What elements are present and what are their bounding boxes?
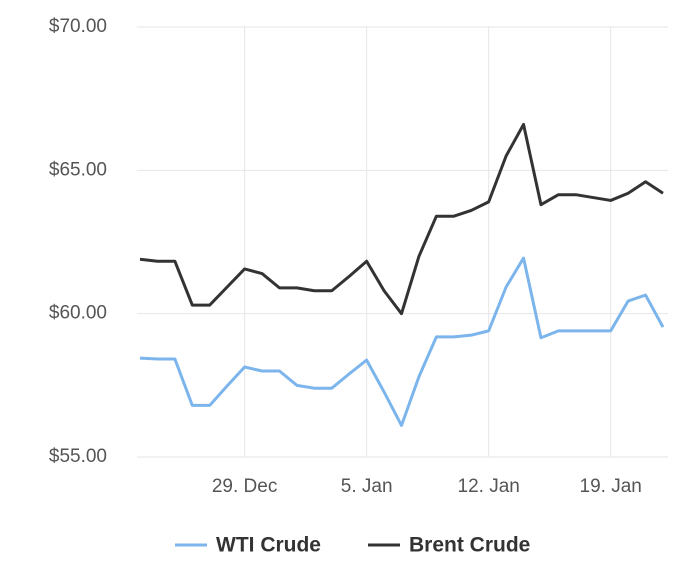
legend-label: Brent Crude bbox=[409, 534, 530, 557]
x-tick-label: 19. Jan bbox=[580, 476, 642, 497]
x-tick-label: 5. Jan bbox=[341, 476, 393, 497]
y-tick-label: $65.00 bbox=[49, 159, 107, 180]
legend-label: WTI Crude bbox=[216, 534, 321, 557]
y-tick-label: $60.00 bbox=[49, 303, 107, 324]
series-line bbox=[139, 122, 664, 316]
x-tick-label: 12. Jan bbox=[458, 476, 520, 497]
y-tick-label: $70.00 bbox=[49, 16, 107, 37]
series-line bbox=[139, 256, 665, 427]
y-tick-label: $55.00 bbox=[49, 446, 107, 467]
x-tick-label: 29. Dec bbox=[212, 476, 277, 497]
